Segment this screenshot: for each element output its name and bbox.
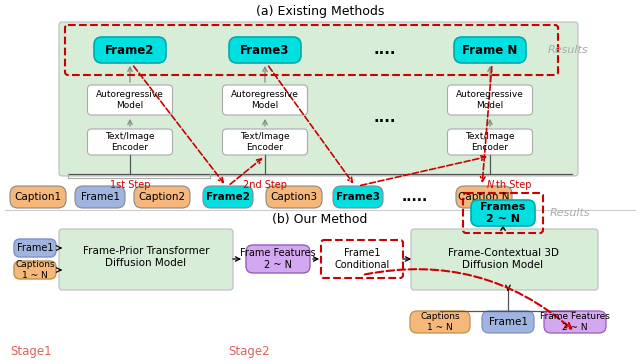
- FancyBboxPatch shape: [88, 85, 173, 115]
- FancyBboxPatch shape: [134, 186, 190, 208]
- Text: N: N: [486, 180, 493, 190]
- Text: Captions
1 ~ N: Captions 1 ~ N: [420, 312, 460, 332]
- Text: Frame3: Frame3: [240, 44, 290, 56]
- Text: ....: ....: [374, 111, 396, 126]
- FancyArrowPatch shape: [365, 269, 571, 329]
- Text: th Step: th Step: [496, 180, 531, 190]
- Text: ....: ....: [374, 43, 396, 58]
- FancyBboxPatch shape: [203, 186, 253, 208]
- Text: Frame1: Frame1: [17, 243, 53, 253]
- Text: Caption3: Caption3: [271, 192, 317, 202]
- Text: Frame N: Frame N: [462, 44, 518, 56]
- FancyBboxPatch shape: [447, 129, 532, 155]
- FancyBboxPatch shape: [14, 239, 56, 257]
- Text: Autoregressive
Model: Autoregressive Model: [231, 90, 299, 110]
- FancyBboxPatch shape: [14, 261, 56, 279]
- FancyBboxPatch shape: [10, 186, 66, 208]
- FancyBboxPatch shape: [410, 311, 470, 333]
- FancyBboxPatch shape: [246, 245, 310, 273]
- Text: Frame1: Frame1: [81, 192, 120, 202]
- Text: Frame2: Frame2: [106, 44, 155, 56]
- FancyBboxPatch shape: [321, 240, 403, 278]
- FancyBboxPatch shape: [59, 22, 578, 176]
- Text: Frame-Prior Transformer
Diffusion Model: Frame-Prior Transformer Diffusion Model: [83, 246, 209, 268]
- Text: Text/Image
Encoder: Text/Image Encoder: [240, 132, 290, 152]
- Text: 2nd Step: 2nd Step: [243, 180, 287, 190]
- Text: Captions
1 ~ N: Captions 1 ~ N: [15, 260, 55, 280]
- Text: Autoregressive
Model: Autoregressive Model: [96, 90, 164, 110]
- Text: Frame1
Conditional: Frame1 Conditional: [334, 248, 390, 270]
- FancyBboxPatch shape: [229, 37, 301, 63]
- FancyBboxPatch shape: [88, 129, 173, 155]
- FancyBboxPatch shape: [94, 37, 166, 63]
- Text: Stage2: Stage2: [228, 345, 269, 359]
- Text: 1st Step: 1st Step: [109, 180, 150, 190]
- FancyBboxPatch shape: [59, 229, 233, 290]
- FancyBboxPatch shape: [75, 186, 125, 208]
- Text: Caption1: Caption1: [15, 192, 61, 202]
- Text: Caption N: Caption N: [458, 192, 509, 202]
- Text: Stage1: Stage1: [10, 345, 52, 359]
- Text: Frame Features
2 ~ N: Frame Features 2 ~ N: [240, 248, 316, 270]
- Text: Frame Features
2 ~ N: Frame Features 2 ~ N: [540, 312, 610, 332]
- Text: (b) Our Method: (b) Our Method: [272, 214, 368, 226]
- Text: Autoregressive
Model: Autoregressive Model: [456, 90, 524, 110]
- FancyBboxPatch shape: [266, 186, 322, 208]
- Text: Frame-Contextual 3D
Diffusion Model: Frame-Contextual 3D Diffusion Model: [447, 248, 559, 270]
- Text: Frame2: Frame2: [206, 192, 250, 202]
- Text: Text/Image
Encoder: Text/Image Encoder: [465, 132, 515, 152]
- FancyBboxPatch shape: [447, 85, 532, 115]
- Text: Results: Results: [548, 45, 588, 55]
- FancyBboxPatch shape: [223, 85, 307, 115]
- FancyBboxPatch shape: [456, 186, 512, 208]
- Text: Text/Image
Encoder: Text/Image Encoder: [105, 132, 155, 152]
- FancyBboxPatch shape: [411, 229, 598, 290]
- Text: .....: .....: [402, 190, 428, 204]
- Text: Results: Results: [550, 208, 590, 218]
- Text: Caption2: Caption2: [138, 192, 186, 202]
- FancyBboxPatch shape: [454, 37, 526, 63]
- Text: Frames
2 ~ N: Frames 2 ~ N: [480, 202, 525, 224]
- FancyBboxPatch shape: [471, 200, 535, 226]
- Text: Frame1: Frame1: [488, 317, 527, 327]
- Text: Frame3: Frame3: [336, 192, 380, 202]
- FancyBboxPatch shape: [333, 186, 383, 208]
- Text: (a) Existing Methods: (a) Existing Methods: [256, 4, 384, 17]
- FancyBboxPatch shape: [544, 311, 606, 333]
- FancyBboxPatch shape: [223, 129, 307, 155]
- FancyBboxPatch shape: [482, 311, 534, 333]
